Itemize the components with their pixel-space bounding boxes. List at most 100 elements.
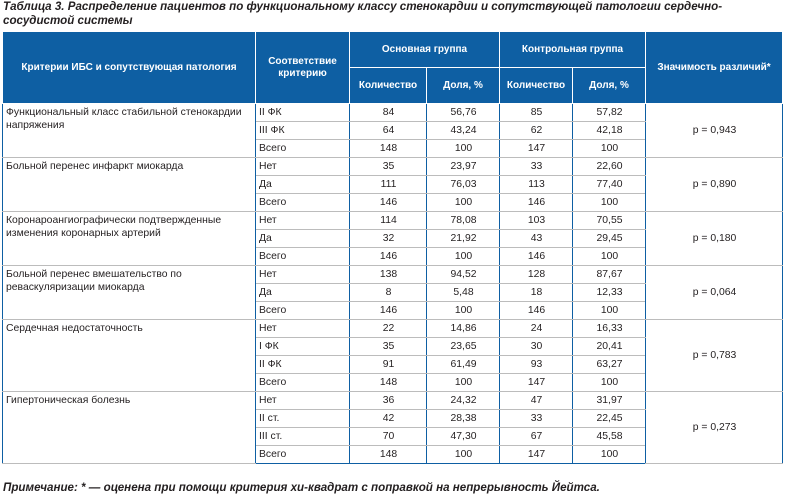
header-control-group: Контрольная группа xyxy=(499,31,647,68)
main-share-cell: 14,86 xyxy=(425,319,501,338)
main-quantity-cell: 22 xyxy=(349,319,427,338)
main-quantity-cell: 70 xyxy=(349,427,427,446)
table-row: II ФК 91 61,49 93 63,27 xyxy=(3,355,783,374)
control-share-cell: 77,40 xyxy=(572,175,647,194)
header-significance: Значимость различий* xyxy=(645,31,784,104)
correspondence-cell: Нет xyxy=(255,391,350,410)
control-share-cell: 12,33 xyxy=(572,283,647,302)
significance-cell: p = 0,943 xyxy=(645,103,784,158)
header-control-share: Доля, % xyxy=(572,67,647,104)
significance-cell: p = 0,273 xyxy=(645,391,784,464)
control-share-cell: 22,60 xyxy=(572,157,647,176)
control-share-cell: 100 xyxy=(572,193,647,212)
main-share-cell: 76,03 xyxy=(425,175,501,194)
main-share-cell: 5,48 xyxy=(425,283,501,302)
main-quantity-cell: 8 xyxy=(349,283,427,302)
control-quantity-cell: 67 xyxy=(499,427,574,446)
correspondence-cell: II ст. xyxy=(255,409,350,428)
control-quantity-cell: 146 xyxy=(499,301,574,320)
main-quantity-cell: 148 xyxy=(349,445,427,464)
correspondence-cell: Нет xyxy=(255,319,350,338)
control-share-cell: 16,33 xyxy=(572,319,647,338)
correspondence-cell: Всего xyxy=(255,247,350,266)
control-quantity-cell: 93 xyxy=(499,355,574,374)
table-row: Гипертоническая болезнь Нет 36 24,32 47 31,97… xyxy=(2,391,784,464)
significance-cell: p = 0,783 xyxy=(645,319,784,392)
table-row: Сердечная недостаточность Нет 22 14,86 24 16,… xyxy=(2,319,784,392)
main-quantity-cell: 114 xyxy=(349,211,427,230)
main-share-cell: 43,24 xyxy=(425,121,501,140)
control-share-cell: 100 xyxy=(572,247,647,266)
control-share-cell: 42,18 xyxy=(572,121,647,140)
control-quantity-cell: 62 xyxy=(499,121,574,140)
main-share-cell: 61,49 xyxy=(425,355,501,374)
significance-cell: p = 0,180 xyxy=(645,211,784,266)
main-quantity-cell: 35 xyxy=(349,337,427,356)
main-share-cell: 47,30 xyxy=(425,427,501,446)
control-quantity-cell: 18 xyxy=(499,283,574,302)
table-row: III ст. 70 47,30 67 45,58 xyxy=(3,427,783,446)
control-share-cell: 31,97 xyxy=(572,391,647,410)
main-share-cell: 94,52 xyxy=(425,265,501,284)
control-share-cell: 45,58 xyxy=(572,427,647,446)
control-share-cell: 29,45 xyxy=(572,229,647,248)
correspondence-cell: II ФК xyxy=(255,103,350,122)
correspondence-cell: Нет xyxy=(255,265,350,284)
correspondence-cell: Всего xyxy=(255,193,350,212)
main-quantity-cell: 42 xyxy=(349,409,427,428)
correspondence-cell: Нет xyxy=(255,211,350,230)
main-quantity-cell: 84 xyxy=(349,103,427,122)
main-share-cell: 28,38 xyxy=(425,409,501,428)
main-quantity-cell: 148 xyxy=(349,139,427,158)
significance-cell: p = 0,890 xyxy=(645,157,784,212)
correspondence-cell: Всего xyxy=(255,301,350,320)
criterion-cell: Гипертоническая болезнь xyxy=(2,391,256,464)
header-criteria: Критерии ИБС и сопутствующая патология xyxy=(2,31,256,104)
correspondence-cell: Всего xyxy=(255,445,350,464)
correspondence-cell: Всего xyxy=(255,373,350,392)
control-quantity-cell: 146 xyxy=(499,247,574,266)
main-share-cell: 56,76 xyxy=(425,103,501,122)
control-quantity-cell: 147 xyxy=(499,445,574,464)
table-body: Функциональный класс стабильной стенокар… xyxy=(2,103,784,464)
control-quantity-cell: 47 xyxy=(499,391,574,410)
significance-cell: p = 0,064 xyxy=(645,265,784,320)
main-share-cell: 100 xyxy=(425,373,501,392)
control-quantity-cell: 33 xyxy=(499,157,574,176)
correspondence-cell: III ФК xyxy=(255,121,350,140)
header-control-quantity: Количество xyxy=(499,67,574,104)
control-quantity-cell: 146 xyxy=(499,193,574,212)
criterion-cell: Сердечная недостаточность xyxy=(2,319,256,392)
main-share-cell: 23,65 xyxy=(425,337,501,356)
correspondence-cell: III ст. xyxy=(255,427,350,446)
control-share-cell: 63,27 xyxy=(572,355,647,374)
header-main-share: Доля, % xyxy=(425,67,501,104)
main-quantity-cell: 148 xyxy=(349,373,427,392)
main-share-cell: 24,32 xyxy=(425,391,501,410)
main-share-cell: 100 xyxy=(425,193,501,212)
control-quantity-cell: 33 xyxy=(499,409,574,428)
criterion-cell: Больной перенес вмешательство по реваску… xyxy=(2,265,256,320)
table-row: Да 32 21,92 43 29,45 xyxy=(3,229,783,248)
control-share-cell: 70,55 xyxy=(572,211,647,230)
table-row: Коронароангиографически подтвержденные и… xyxy=(2,211,784,266)
main-quantity-cell: 91 xyxy=(349,355,427,374)
control-share-cell: 100 xyxy=(572,373,647,392)
control-quantity-cell: 43 xyxy=(499,229,574,248)
table-note: Примечание: * — оценена при помощи крите… xyxy=(3,481,600,494)
correspondence-cell: Всего xyxy=(255,139,350,158)
control-share-cell: 20,41 xyxy=(572,337,647,356)
correspondence-cell: Нет xyxy=(255,157,350,176)
control-quantity-cell: 147 xyxy=(499,373,574,392)
header-correspondence: Соответствие критерию xyxy=(255,31,350,104)
table-row: Да 8 5,48 18 12,33 xyxy=(3,283,783,302)
main-quantity-cell: 36 xyxy=(349,391,427,410)
control-share-cell: 100 xyxy=(572,445,647,464)
correspondence-cell: Да xyxy=(255,175,350,194)
table-row: Функциональный класс стабильной стенокар… xyxy=(2,103,784,158)
control-share-cell: 57,82 xyxy=(572,103,647,122)
table-row: Больной перенес инфаркт миокарда Нет 35 23,… xyxy=(2,157,784,212)
main-quantity-cell: 146 xyxy=(349,301,427,320)
table-row: Всего 146 100 146 100 xyxy=(3,301,783,320)
correspondence-cell: Да xyxy=(255,229,350,248)
